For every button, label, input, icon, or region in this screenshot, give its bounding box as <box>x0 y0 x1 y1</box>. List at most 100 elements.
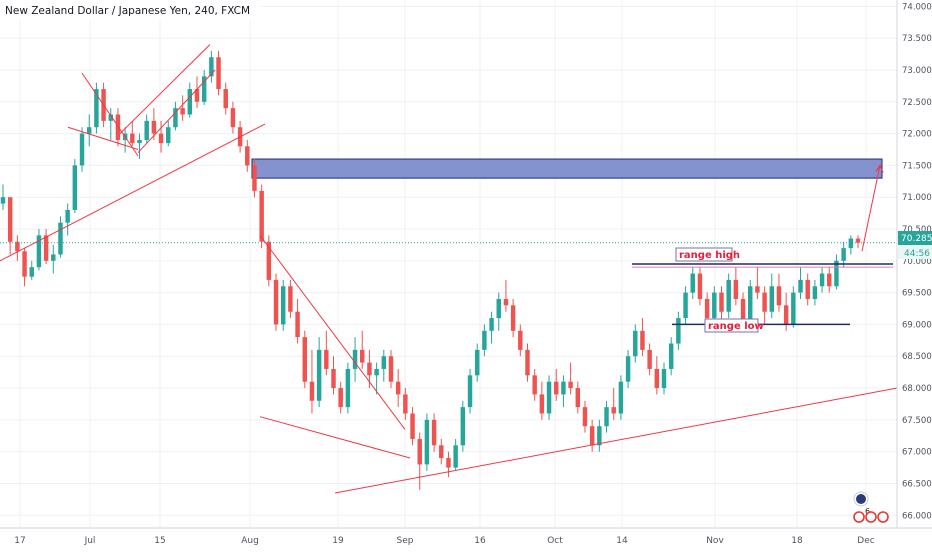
x-tick-label: Jul <box>84 536 96 546</box>
candle-body <box>431 419 437 446</box>
x-tick-label: 19 <box>332 536 344 546</box>
resistance-zone-rect <box>251 158 883 179</box>
badge-count: 6 <box>865 507 870 516</box>
candle-body <box>798 279 803 293</box>
candle-body <box>395 381 401 395</box>
candle-body <box>43 235 49 261</box>
range-high-label: range high <box>679 250 740 261</box>
y-tick-label: 68.000 <box>902 384 932 394</box>
y-tick-label: 74.000 <box>902 2 932 12</box>
candle-body <box>726 279 731 312</box>
candle-body <box>582 407 588 427</box>
y-tick-label: 69.000 <box>902 320 932 330</box>
candle-body <box>568 381 573 389</box>
time-axis[interactable]: 17 Jul 15 Aug 19 Sep 16 Oct 14 Nov 18 Dec <box>0 527 932 550</box>
event-icon[interactable] <box>865 511 877 523</box>
candle-body <box>841 248 846 261</box>
y-tick-label: 72.500 <box>902 98 932 108</box>
candle-body <box>173 108 178 128</box>
candle-body <box>65 209 70 223</box>
candle-body <box>697 273 703 299</box>
event-icon[interactable] <box>877 511 889 523</box>
price-axis[interactable]: 74.000 73.500 73.000 72.500 72.000 71.500 71.0… <box>896 0 932 550</box>
candle-body <box>216 57 221 90</box>
candle-body <box>510 305 516 331</box>
candle-body <box>546 381 552 414</box>
candle-body <box>209 57 214 77</box>
candle-body <box>604 407 609 427</box>
candle-body <box>22 251 27 277</box>
candle-body <box>439 445 444 459</box>
candle-body <box>518 330 523 350</box>
candle-body <box>201 76 207 102</box>
candle-body <box>410 413 415 439</box>
candle-body <box>230 108 236 128</box>
candle-body <box>532 375 537 395</box>
candle-body <box>855 238 861 243</box>
channel-upper-line <box>119 44 211 134</box>
candle-body <box>245 146 250 166</box>
y-tick-label: 72.000 <box>902 130 932 140</box>
candle-body <box>331 368 336 389</box>
x-tick-label: Nov <box>706 536 724 546</box>
event-icon[interactable] <box>853 511 865 523</box>
candle-body <box>352 349 358 369</box>
notification-badges[interactable]: 6 <box>853 491 889 523</box>
candle-body <box>827 273 832 287</box>
y-tick-label: 66.000 <box>902 511 932 521</box>
candle-body <box>812 286 818 299</box>
candle-body <box>712 292 717 319</box>
candle-body <box>805 279 810 299</box>
candle-body <box>7 197 13 242</box>
candle-body <box>640 330 645 350</box>
projection-arrow-line <box>861 165 881 252</box>
y-tick-label: 70.500 <box>902 225 932 235</box>
candle-body <box>525 349 530 376</box>
candle-body <box>474 349 480 376</box>
candle-body <box>597 426 602 446</box>
candle-body <box>166 127 171 144</box>
candle-body <box>589 426 595 446</box>
candle-body <box>762 292 767 312</box>
candle-body <box>424 419 430 465</box>
y-tick-label: 69.500 <box>902 289 932 299</box>
range-high-label-box <box>675 247 733 262</box>
price-label-value: 70.285 <box>901 234 932 244</box>
rising-trendline <box>0 123 266 262</box>
candle-body <box>453 445 458 468</box>
y-tick-label: 73.000 <box>902 66 932 76</box>
range-low-label: range low <box>708 321 764 332</box>
wedge-upper-line <box>81 72 139 157</box>
candle-body <box>58 222 63 255</box>
y-tick-label: 66.500 <box>902 479 932 489</box>
candle-body <box>503 298 509 306</box>
candle-body <box>94 89 99 128</box>
y-tick-label: 68.500 <box>902 352 932 362</box>
candle-body <box>273 279 279 325</box>
candle-body <box>482 330 487 350</box>
candle-body <box>280 286 286 325</box>
price-label-bg <box>898 231 932 245</box>
candle-body <box>86 127 92 134</box>
candle-body <box>489 318 494 331</box>
candle-body <box>403 394 408 414</box>
drawings <box>0 44 898 494</box>
candle-body <box>144 120 149 140</box>
candle-body <box>29 267 34 277</box>
candle-body <box>151 120 157 134</box>
candle-body <box>115 114 121 140</box>
candle-body <box>783 305 789 325</box>
candle-body <box>704 298 710 319</box>
wedge-lower-line <box>67 126 139 150</box>
countdown-bg <box>898 246 932 259</box>
range-labels: range high range low <box>675 247 764 333</box>
candle-body <box>266 241 272 280</box>
candle-body <box>180 108 185 115</box>
y-tick-label: 73.500 <box>902 34 932 44</box>
candle-body <box>819 273 825 287</box>
y-tick-label: 67.500 <box>902 416 932 426</box>
candle-body <box>676 318 681 344</box>
candle-body <box>633 330 638 357</box>
